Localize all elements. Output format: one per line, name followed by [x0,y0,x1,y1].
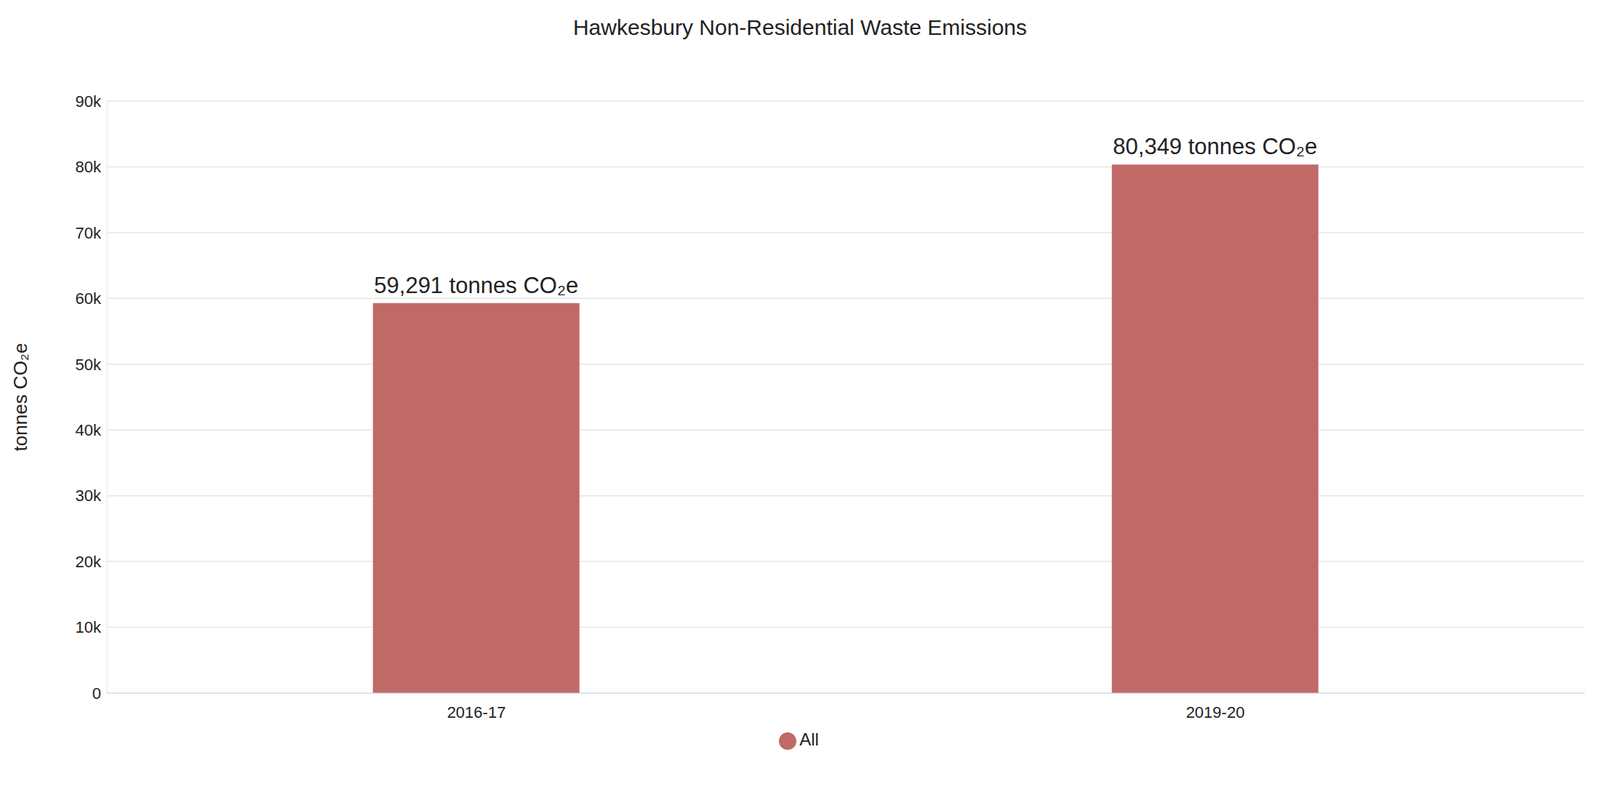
svg-text:10k: 10k [75,618,102,637]
svg-text:2016-17: 2016-17 [447,703,507,722]
svg-text:70k: 70k [75,224,102,243]
svg-text:tonnes CO₂e: tonnes CO₂e [9,343,32,452]
svg-text:60k: 60k [75,289,102,308]
svg-text:30k: 30k [75,486,102,505]
html-text:Hawkesbury Non-Residential Was: Hawkesbury Non-Residential Waste Emissio… [573,15,1027,40]
svg-text:80,349 tonnes CO₂e: 80,349 tonnes CO₂e [1112,133,1318,160]
svg-text:59,291 tonnes CO₂e: 59,291 tonnes CO₂e [373,272,579,299]
svg-text:90k: 90k [75,92,102,111]
svg-text:2019-20: 2019-20 [1186,703,1246,722]
svg-text:0: 0 [92,684,102,703]
svg-text:80k: 80k [75,157,102,176]
html-text:All: All [799,729,819,750]
svg-text:50k: 50k [75,355,102,374]
svg-text:20k: 20k [75,552,102,571]
svg-text:40k: 40k [75,421,102,440]
